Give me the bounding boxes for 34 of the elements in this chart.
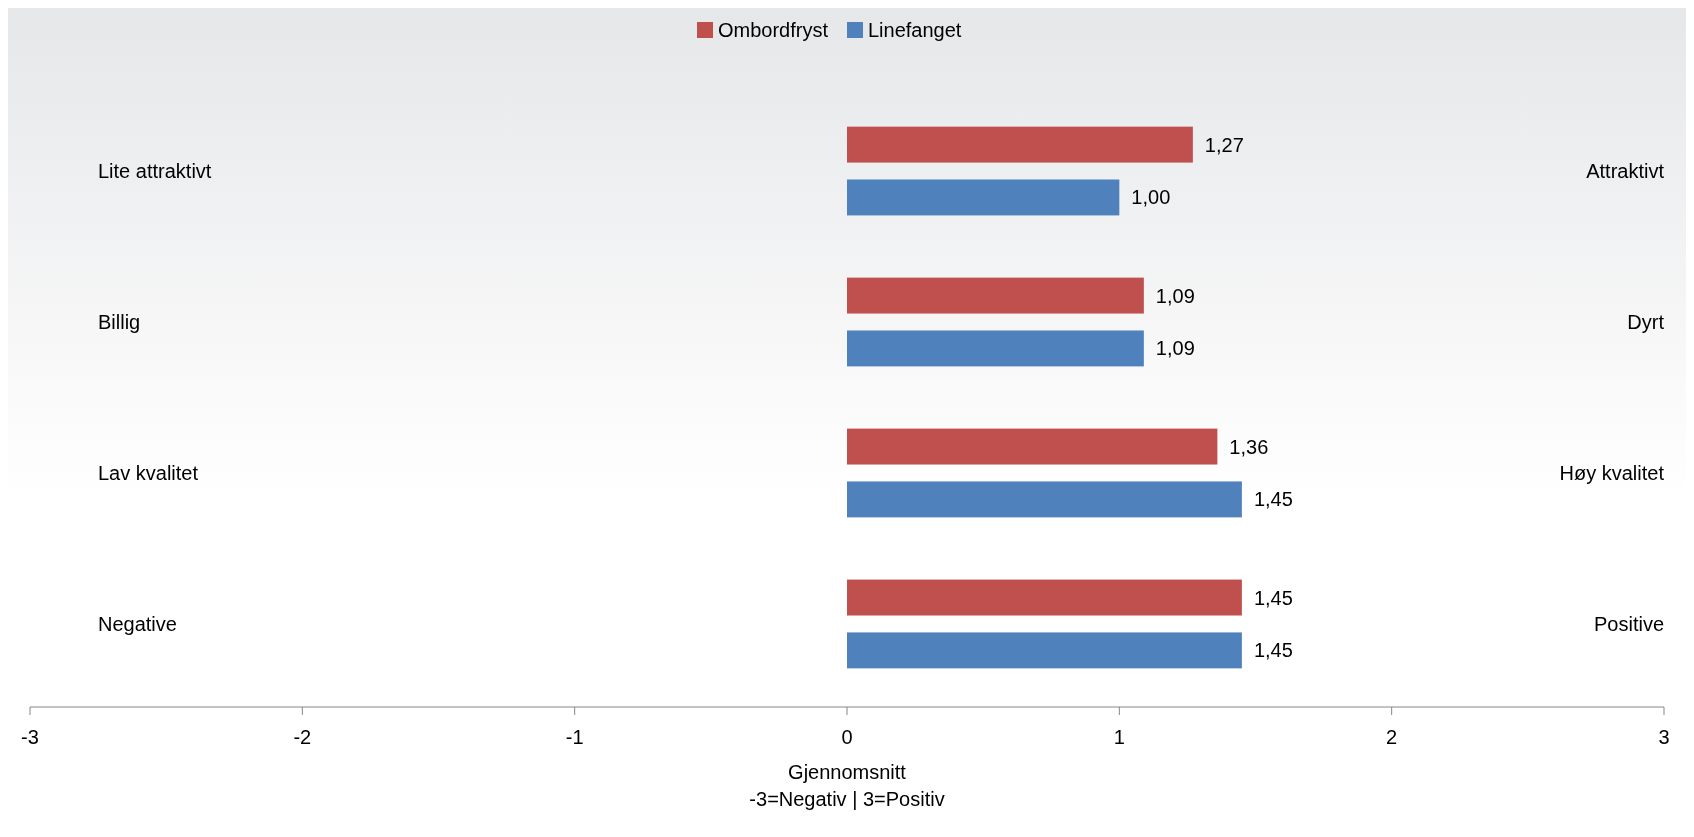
y2-tick-label: Dyrt — [1627, 311, 1665, 334]
x-tick-label: -2 — [293, 726, 312, 748]
data-label: 1,09 — [1155, 284, 1195, 307]
data-label: 1,45 — [1253, 639, 1293, 662]
x-tick-label: 0 — [841, 726, 853, 748]
y2-tick-label: Positive — [1593, 612, 1664, 635]
data-label: 1,09 — [1155, 337, 1195, 360]
bar — [847, 179, 1120, 216]
bar — [847, 481, 1242, 518]
x-axis-title: Gjennomsnitt -3=Negativ | 3=Positiv — [749, 761, 945, 810]
data-label: 1,00 — [1131, 186, 1171, 209]
data-label: 1,45 — [1253, 586, 1293, 609]
y-tick-label: Lite attraktivt — [98, 160, 212, 183]
bar — [847, 632, 1242, 669]
bar — [847, 428, 1218, 465]
data-label: 1,36 — [1229, 435, 1269, 458]
bar — [847, 126, 1193, 163]
bar — [847, 579, 1242, 616]
x-tick-label: -1 — [565, 726, 584, 748]
data-label: 1,45 — [1253, 488, 1293, 511]
x-tick-label: 2 — [1386, 726, 1398, 748]
y-tick-label: Billig — [98, 311, 141, 334]
bar — [847, 277, 1144, 314]
x-tick-label: -3 — [21, 726, 39, 748]
legend-label: Linefanget — [868, 19, 962, 41]
x-tick-label: 1 — [1113, 726, 1125, 748]
data-label: 1,27 — [1204, 133, 1244, 156]
x-tick-label: 3 — [1658, 726, 1670, 748]
y-tick-label: Lav kvalitet — [98, 461, 199, 484]
y2-tick-label: Attraktivt — [1586, 160, 1665, 183]
y-tick-label: Negative — [98, 612, 177, 635]
bar — [847, 330, 1144, 367]
legend-label: Ombordfryst — [718, 19, 829, 41]
y2-tick-label: Høy kvalitet — [1559, 461, 1665, 484]
